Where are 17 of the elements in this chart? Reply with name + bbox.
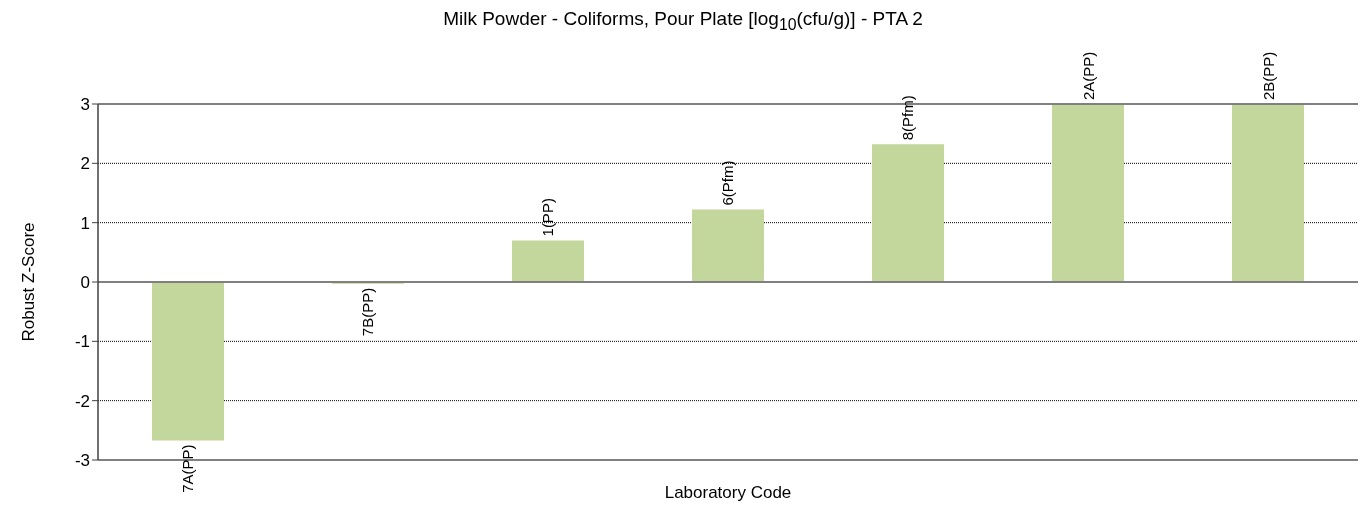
y-axis-title: Robust Z-Score [19, 222, 39, 342]
y-tick-label: 1 [80, 213, 90, 233]
y-tick-label: 2 [80, 154, 90, 174]
y-tick-label: 3 [80, 95, 90, 115]
x-axis-title: Laboratory Code [664, 483, 792, 502]
x-tick-label: 6(Pfm) [719, 160, 737, 206]
y-tick-label: -3 [74, 451, 90, 471]
y-tick-label: -2 [74, 391, 90, 411]
x-tick-label: 2B(PP) [1259, 51, 1277, 100]
x-tick-label: 7A(PP) [179, 444, 197, 493]
chart-title: Milk Powder - Coliforms, Pour Plate [log$_{10}$(cfu/g)] - PTA 2 [442, 8, 924, 34]
x-tick-label: 8(Pfm) [899, 95, 917, 141]
x-tick-label: 1(PP) [539, 198, 557, 237]
y-tick-label: 0 [80, 273, 90, 293]
y-tick-label: -1 [74, 332, 90, 352]
x-tick-label: 7B(PP) [359, 287, 377, 337]
x-tick-label: 2A(PP) [1079, 51, 1097, 100]
